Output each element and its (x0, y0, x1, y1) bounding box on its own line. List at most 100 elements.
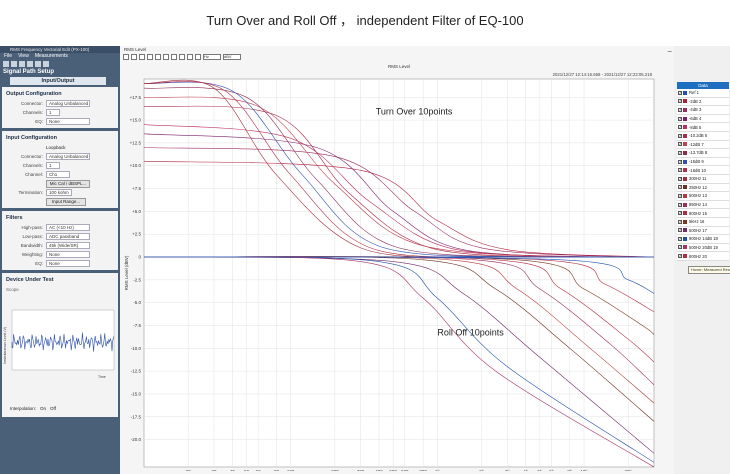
output-connector-select[interactable]: Analog Unbalanced (46, 100, 90, 107)
scope-ylabel: Instantaneous Level (V) (3, 327, 7, 364)
legend-checkbox[interactable]: ✓ (678, 219, 682, 224)
loopback-checkbox[interactable]: Loopback (46, 145, 66, 150)
x-tick-label: 6k (549, 469, 555, 471)
output-eq-select[interactable]: None (46, 118, 90, 125)
series-line (143, 81, 526, 258)
interpolation-off-radio[interactable]: Off (50, 406, 56, 411)
legend-item[interactable]: ✓ 500Hz 13 (677, 192, 729, 201)
legend-tooltip: Hover: Measured Result (688, 266, 730, 274)
legend-list: ✓ Ref 1 ✓ -2dB 2 ✓ -4dB 3 ✓ -6dB 4 ✓ -8dB 5 ✓ -10.2… (674, 89, 730, 261)
legend-checkbox[interactable]: ✓ (678, 159, 682, 164)
toolbar-button[interactable] (11, 61, 17, 67)
legend-item[interactable]: ✓ -13.7dB 8 (677, 149, 729, 158)
legend-item[interactable]: ✓ -10.2dB 6 (677, 131, 729, 141)
legend-swatch (683, 150, 687, 155)
legend-checkbox[interactable]: ✓ (678, 90, 682, 95)
legend-checkbox[interactable]: ✓ (678, 142, 682, 147)
legend-checkbox[interactable]: ✓ (678, 125, 682, 130)
y-unit-select[interactable]: dBV (223, 54, 241, 60)
toolbar-button[interactable] (3, 61, 9, 67)
legend-item[interactable]: ✓ -15dB 9 (677, 157, 729, 167)
output-channels-stepper[interactable]: 1 (46, 109, 60, 116)
legend-swatch (683, 90, 687, 95)
legend-checkbox[interactable]: ✓ (678, 107, 682, 112)
y-tick-label: 0 (138, 255, 141, 260)
graph-tool-button[interactable] (163, 54, 169, 60)
mic-cal-button[interactable]: Mic Cal / dBSPL... (46, 179, 90, 188)
bandwidth-select[interactable]: 45k (Wide/SR) (46, 242, 90, 249)
input-channels-stepper[interactable]: 1 (46, 162, 60, 169)
legend-checkbox[interactable]: ✓ (678, 202, 682, 207)
legend-checkbox[interactable]: ✓ (678, 245, 682, 250)
legend-item[interactable]: ✓ -6dB 4 (677, 114, 729, 124)
weighting-select[interactable]: None (46, 251, 90, 258)
legend-item[interactable]: ✓ -4dB 3 (677, 106, 729, 115)
legend-checkbox[interactable]: ✓ (678, 133, 682, 138)
legend-item[interactable]: ✓ 800Hz 15 (677, 209, 729, 218)
lowpass-select[interactable]: ADC passband (46, 233, 90, 240)
input-output-button[interactable]: Input/Output (10, 77, 106, 85)
legend-label: -8dB 5 (689, 124, 702, 130)
legend-item[interactable]: ✓ 300Hz 11 (677, 174, 729, 184)
input-range-button[interactable]: Input Range... (46, 197, 86, 206)
toolbar (0, 60, 120, 68)
legend-item[interactable]: ✓ 900Hz 14dB 18 (677, 235, 729, 244)
input-connector-select[interactable]: Analog Unbalanced (46, 153, 90, 160)
legend-item[interactable]: ✓ -12dB 7 (677, 140, 729, 150)
interpolation-on-radio[interactable]: On (40, 406, 47, 411)
x-tick-label: 20 (186, 469, 192, 471)
legend-item[interactable]: ✓ 850Hz 14 (677, 200, 729, 210)
legend-item[interactable]: ✓ -2dB 2 (677, 97, 729, 107)
toolbar-button[interactable] (19, 61, 25, 67)
graph-tool-button[interactable] (179, 54, 185, 60)
graph-tool-button[interactable] (139, 54, 145, 60)
dut-section: Device Under Test (2, 273, 118, 285)
x-tick-label: 20k (625, 469, 633, 471)
menu-view[interactable]: View (18, 53, 29, 59)
legend-checkbox[interactable]: ✓ (678, 168, 682, 173)
x-tick-label: 40 (230, 469, 236, 471)
legend-checkbox[interactable]: ✓ (678, 99, 682, 104)
legend-swatch (683, 202, 687, 207)
legend-item[interactable]: ✓ 500Hz 17 (677, 226, 729, 236)
legend-item[interactable]: ✓ -8dB 5 (677, 123, 729, 132)
menu-file[interactable]: File (4, 53, 13, 59)
toolbar-button[interactable] (43, 61, 49, 67)
graph-tool-button[interactable] (155, 54, 161, 60)
legend-checkbox[interactable]: ✓ (678, 116, 682, 121)
bandwidth-label: Bandwidth: (20, 243, 43, 248)
graph-tool-button[interactable] (123, 54, 129, 60)
legend-item[interactable]: ✓ 250Hz 12 (677, 183, 729, 193)
legend-item[interactable]: ✓ 500Hz 20dB 19 (677, 243, 729, 253)
legend-checkbox[interactable]: ✓ (678, 185, 682, 190)
signal-path-panel: RMS Frequency Vectorial Edit (PX-100) Fi… (0, 46, 120, 474)
graph-tool-button[interactable] (187, 54, 193, 60)
connector-label: Connector: (20, 154, 43, 159)
graph-tool-button[interactable] (171, 54, 177, 60)
legend-checkbox[interactable]: ✓ (678, 254, 682, 259)
toolbar-button[interactable] (27, 61, 33, 67)
legend-item[interactable]: ✓ 800Hz 20 (677, 252, 729, 261)
termination-select[interactable]: 100 kohm (46, 189, 72, 196)
legend-item[interactable]: ✓ Ref 1 (677, 89, 729, 98)
graph-tool-button[interactable] (147, 54, 153, 60)
tab-rms-level[interactable]: RMS Level (124, 47, 147, 52)
legend-item[interactable]: ✓ -16dB 10 (677, 166, 729, 175)
legend-label: 500Hz 17 (689, 227, 707, 233)
legend-checkbox[interactable]: ✓ (678, 176, 682, 181)
graph-tool-button[interactable] (195, 54, 201, 60)
graph-tool-button[interactable] (131, 54, 137, 60)
highpass-select[interactable]: AC (<10 Hz) (46, 224, 90, 231)
input-channel-select[interactable]: Ch1 (46, 171, 70, 178)
x-tick-label: 60 (256, 469, 262, 471)
legend-checkbox[interactable]: ✓ (678, 150, 682, 155)
menu-measurements[interactable]: Measurements (34, 53, 68, 59)
legend-checkbox[interactable]: ✓ (678, 228, 682, 233)
legend-checkbox[interactable]: ✓ (678, 193, 682, 198)
filter-eq-select[interactable]: None (46, 260, 90, 267)
legend-item[interactable]: ✓ 5kHz 16 (677, 217, 729, 227)
toolbar-button[interactable] (35, 61, 41, 67)
legend-checkbox[interactable]: ✓ (678, 236, 682, 241)
x-unit-select[interactable]: Hz (203, 54, 221, 60)
legend-checkbox[interactable]: ✓ (678, 211, 682, 216)
